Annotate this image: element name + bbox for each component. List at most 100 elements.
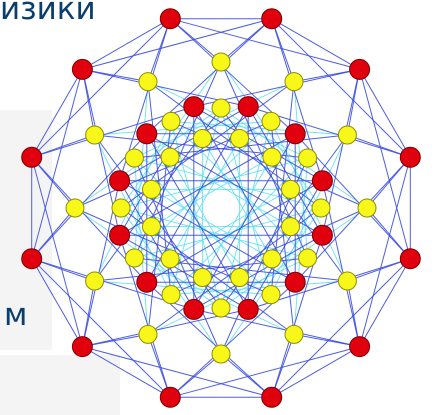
node-yellow — [281, 217, 300, 237]
node-yellow — [281, 179, 300, 199]
node-red — [136, 123, 158, 145]
edge-cyan — [169, 189, 291, 260]
node-red — [237, 96, 259, 118]
node-red — [261, 8, 283, 30]
node-yellow — [138, 72, 158, 92]
node-yellow — [230, 129, 250, 148]
edge-cyan — [134, 257, 295, 335]
node-red — [183, 96, 205, 118]
edge-cyan — [169, 138, 240, 260]
edge-blue — [271, 18, 411, 158]
node-red — [71, 336, 93, 358]
node-yellow — [298, 248, 318, 268]
edge-blue — [271, 18, 360, 70]
node-red — [311, 170, 333, 192]
node-yellow — [161, 111, 181, 131]
edge-blue — [346, 280, 361, 347]
edge-blue — [247, 106, 323, 236]
edge-blue — [359, 69, 411, 259]
edge-cyan — [220, 207, 368, 309]
edge-cyan — [202, 156, 273, 278]
edge-cyan — [293, 81, 309, 259]
edge-blue — [119, 106, 195, 236]
edge-blue — [31, 18, 171, 158]
edge-blue — [271, 334, 295, 398]
edge-cyan — [220, 207, 322, 355]
heading-fragment: изики — [0, 0, 96, 27]
edge-blue — [82, 68, 149, 83]
node-red — [284, 271, 306, 293]
edge-cyan — [120, 207, 222, 355]
background-block-bottom — [0, 355, 120, 415]
edge-cyan — [147, 257, 308, 335]
edge-blue — [31, 157, 83, 347]
edge-cyan — [170, 280, 348, 296]
edge-blue — [82, 346, 171, 398]
edge-blue — [81, 69, 96, 136]
node-yellow — [160, 147, 180, 167]
node-layer — [21, 8, 421, 408]
edge-blue — [147, 334, 171, 398]
edge-blue — [193, 106, 323, 182]
edge-cyan — [134, 81, 295, 159]
text-fragment: м — [4, 297, 28, 333]
edge-blue — [359, 157, 411, 347]
node-red — [136, 271, 158, 293]
node-yellow — [85, 271, 105, 291]
edge-blue — [31, 134, 95, 158]
edge-blue — [293, 68, 360, 83]
node-yellow — [261, 285, 281, 305]
edge-cyan — [94, 121, 172, 282]
node-red — [399, 248, 421, 270]
node-yellow — [211, 298, 231, 318]
edge-cyan — [151, 156, 273, 227]
edge-blue — [366, 207, 411, 260]
node-red — [109, 170, 131, 192]
edge-cyan — [293, 157, 309, 335]
edge-cyan — [202, 138, 273, 260]
edge-blue — [366, 156, 411, 209]
node-red — [399, 146, 421, 168]
node-red — [349, 336, 371, 358]
node-yellow — [160, 249, 180, 269]
node-yellow — [230, 268, 250, 287]
edge-cyan — [120, 61, 222, 209]
edge-blue — [119, 106, 249, 182]
node-red — [109, 224, 131, 246]
node-yellow — [211, 52, 231, 72]
edge-cyan — [147, 81, 308, 159]
edge-cyan — [133, 157, 149, 335]
node-yellow — [142, 179, 161, 199]
edge-blue — [31, 207, 76, 260]
edge-blue — [82, 18, 171, 70]
edge-blue — [31, 258, 83, 347]
edge-cyan — [169, 156, 240, 278]
node-yellow — [142, 217, 161, 237]
edge-blue — [31, 258, 95, 282]
node-red — [159, 386, 181, 408]
edge-blue — [170, 346, 360, 398]
edge-blue — [247, 180, 323, 310]
edge-blue — [359, 258, 411, 347]
edge-blue — [169, 18, 222, 63]
node-yellow — [211, 344, 231, 364]
edge-blue — [169, 353, 222, 398]
node-red — [159, 8, 181, 30]
edge-blue — [193, 234, 323, 310]
node-red — [311, 224, 333, 246]
edge-cyan — [170, 120, 348, 136]
edge-blue — [81, 280, 96, 347]
node-yellow — [211, 98, 231, 118]
edge-blue — [293, 333, 360, 348]
edge-cyan — [74, 107, 222, 209]
edge-blue — [119, 234, 249, 310]
node-red — [71, 58, 93, 80]
node-yellow — [138, 324, 158, 344]
edge-blue — [147, 18, 171, 82]
edge-blue — [119, 180, 195, 310]
node-yellow — [284, 72, 304, 92]
node-yellow — [161, 285, 181, 305]
edge-blue — [347, 134, 411, 158]
edge-blue — [220, 353, 273, 398]
edge-cyan — [133, 81, 149, 259]
